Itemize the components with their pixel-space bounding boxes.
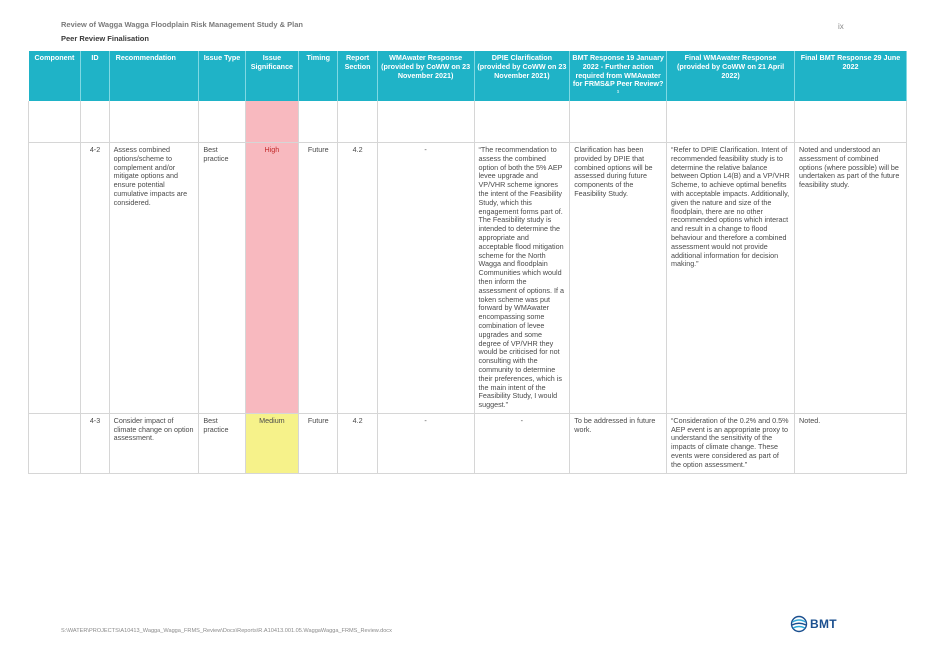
cell-id: 4-3 (80, 413, 110, 474)
cell-dpie-clarification: - (474, 413, 571, 474)
file-path: S:\WATER\PROJECTS\A10413_Wagga_Wagga_FRM… (61, 628, 392, 634)
cell-timing: Future (298, 142, 339, 414)
col-final-bmt-response: Final BMT Response 29 June 2022 (794, 51, 907, 101)
table-row: 4-3 Consider impact of climate change on… (27, 413, 907, 474)
col-bmt-response: BMT Response 19 January 2022 - Further a… (569, 51, 668, 101)
cell-report-section: 4.2 (337, 413, 378, 474)
cell-issue-type: Best practice (198, 413, 246, 474)
significance-high-badge: High (245, 142, 300, 414)
col-issue-type: Issue Type (198, 51, 246, 101)
document-title: Review of Wagga Wagga Floodplain Risk Ma… (61, 20, 303, 29)
col-component: Component (28, 51, 82, 101)
cell-dpie-clarification: “The recommendation to assess the combin… (474, 142, 571, 414)
col-recommendation: Recommendation (109, 51, 200, 101)
cell-bmt-response: Clarification has been provided by DPIE … (569, 142, 668, 414)
cell-id: 4-2 (80, 142, 110, 414)
cell-recommendation: Assess combined options/scheme to comple… (109, 142, 200, 414)
significance-medium-badge: Medium (245, 413, 300, 474)
peer-review-table: Component ID Recommendation Issue Type I… (27, 51, 907, 474)
cell-recommendation: Consider impact of climate change on opt… (109, 413, 200, 474)
cell-bmt-response: To be addressed in future work. (569, 413, 668, 474)
col-wmawater-response: WMAwater Response (provided by CoWW on 2… (377, 51, 475, 101)
cell-component (27, 142, 82, 414)
cell-wmawater-response: - (377, 413, 475, 474)
globe-icon (790, 615, 808, 633)
document-subtitle: Peer Review Finalisation (61, 34, 149, 43)
logo-text: BMT (810, 617, 837, 631)
cell-final-bmt-response: Noted and understood an assessment of co… (794, 142, 907, 414)
cell-component (27, 413, 82, 474)
cell-timing: Future (298, 413, 339, 474)
cell-final-bmt-response: Noted. (794, 413, 907, 474)
cell-wmawater-response: - (377, 142, 475, 414)
page-number: ix (838, 22, 844, 31)
col-id: ID (80, 51, 110, 101)
col-issue-significance: Issue Significance (245, 51, 300, 101)
cell-issue-type: Best practice (198, 142, 246, 414)
col-final-wmawater-response: Final WMAwater Response (provided by CoW… (666, 51, 796, 101)
cell-report-section: 4.2 (337, 142, 378, 414)
cell-final-wmawater-response: “Refer to DPIE Clarification. Intent of … (666, 142, 796, 414)
table-row-empty (27, 100, 907, 143)
col-timing: Timing (298, 51, 339, 101)
col-report-section: Report Section (337, 51, 378, 101)
table-row: 4-2 Assess combined options/scheme to co… (27, 142, 907, 414)
table-header-row: Component ID Recommendation Issue Type I… (28, 51, 907, 101)
bmt-logo: BMT (790, 615, 837, 633)
col-dpie-clarification: DPIE Clarification (provided by CoWW on … (474, 51, 571, 101)
cell-final-wmawater-response: “Consideration of the 0.2% and 0.5% AEP … (666, 413, 796, 474)
